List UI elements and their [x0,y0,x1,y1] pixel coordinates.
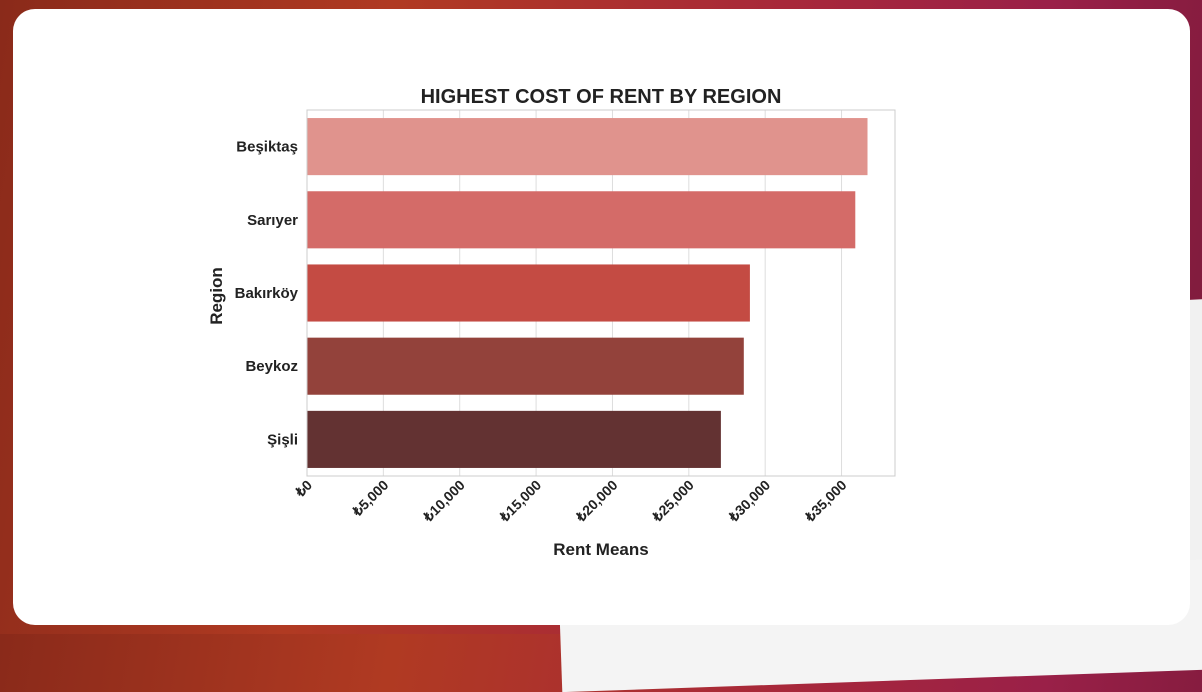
bar-chart: Beşiktaş Sarıyer Bakırköy Beykoz Şişli ₺0 ₺5,… [207,86,896,559]
bar [307,191,856,249]
bar [307,118,868,176]
category-label: Sarıyer [247,212,298,229]
x-tick-label: ₺25,000 [648,477,697,526]
bars [307,118,868,468]
x-tick-labels: ₺0 ₺5,000 ₺10,000 ₺15,000 ₺20,000 ₺25,000 ₺30,… [291,477,850,526]
bar [307,410,721,468]
x-tick-label: ₺30,000 [725,477,774,526]
x-tick-label: ₺5,000 [348,477,391,520]
bar [307,337,744,395]
category-labels: Beşiktaş Sarıyer Bakırköy Beykoz Şişli [235,139,299,449]
x-tick-label: ₺10,000 [419,477,468,526]
y-axis-label: Region [207,267,226,325]
x-tick-label: ₺15,000 [496,477,545,526]
category-label: Beşiktaş [236,139,298,156]
x-tick-label: ₺0 [291,477,315,501]
chart-title: HIGHEST COST OF RENT BY REGION [421,86,782,108]
x-tick-label: ₺35,000 [801,477,850,526]
plot-area-frame [306,109,896,477]
x-axis-label: Rent Means [553,540,648,559]
category-label: Beykoz [245,358,298,375]
bar [307,264,750,322]
category-label: Bakırköy [235,285,299,302]
x-tick-label: ₺20,000 [572,477,621,526]
category-label: Şişli [267,431,298,448]
